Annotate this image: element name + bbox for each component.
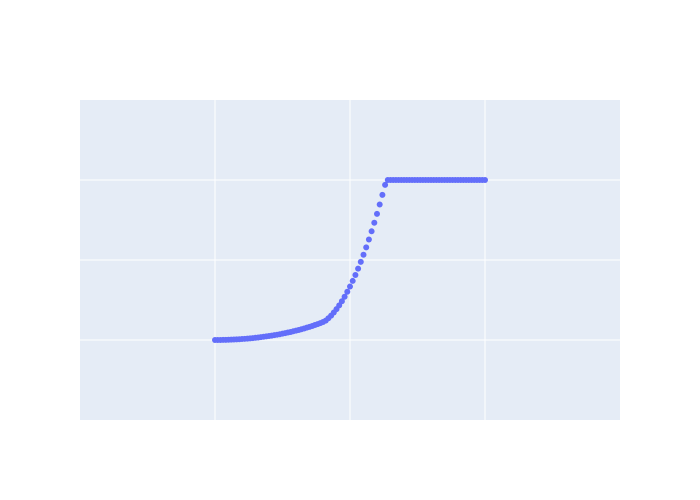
data-point[interactable] xyxy=(360,251,367,258)
data-point[interactable] xyxy=(363,244,370,251)
data-point[interactable] xyxy=(371,219,378,226)
data-point[interactable] xyxy=(341,293,348,300)
data-point[interactable] xyxy=(347,283,353,290)
data-point[interactable] xyxy=(376,201,383,208)
data-point[interactable] xyxy=(365,236,372,243)
data-point[interactable] xyxy=(379,191,386,198)
data-point[interactable] xyxy=(357,258,364,265)
data-point[interactable] xyxy=(344,288,351,295)
data-point[interactable] xyxy=(349,277,356,284)
data-point[interactable] xyxy=(338,298,345,305)
data-point[interactable] xyxy=(482,177,488,183)
scatter-series xyxy=(212,177,488,343)
data-point[interactable] xyxy=(352,271,359,278)
y-gridlines xyxy=(80,179,620,341)
data-point[interactable] xyxy=(382,181,389,188)
data-point[interactable] xyxy=(368,228,375,235)
data-point[interactable] xyxy=(355,265,362,272)
data-point[interactable] xyxy=(374,210,380,217)
